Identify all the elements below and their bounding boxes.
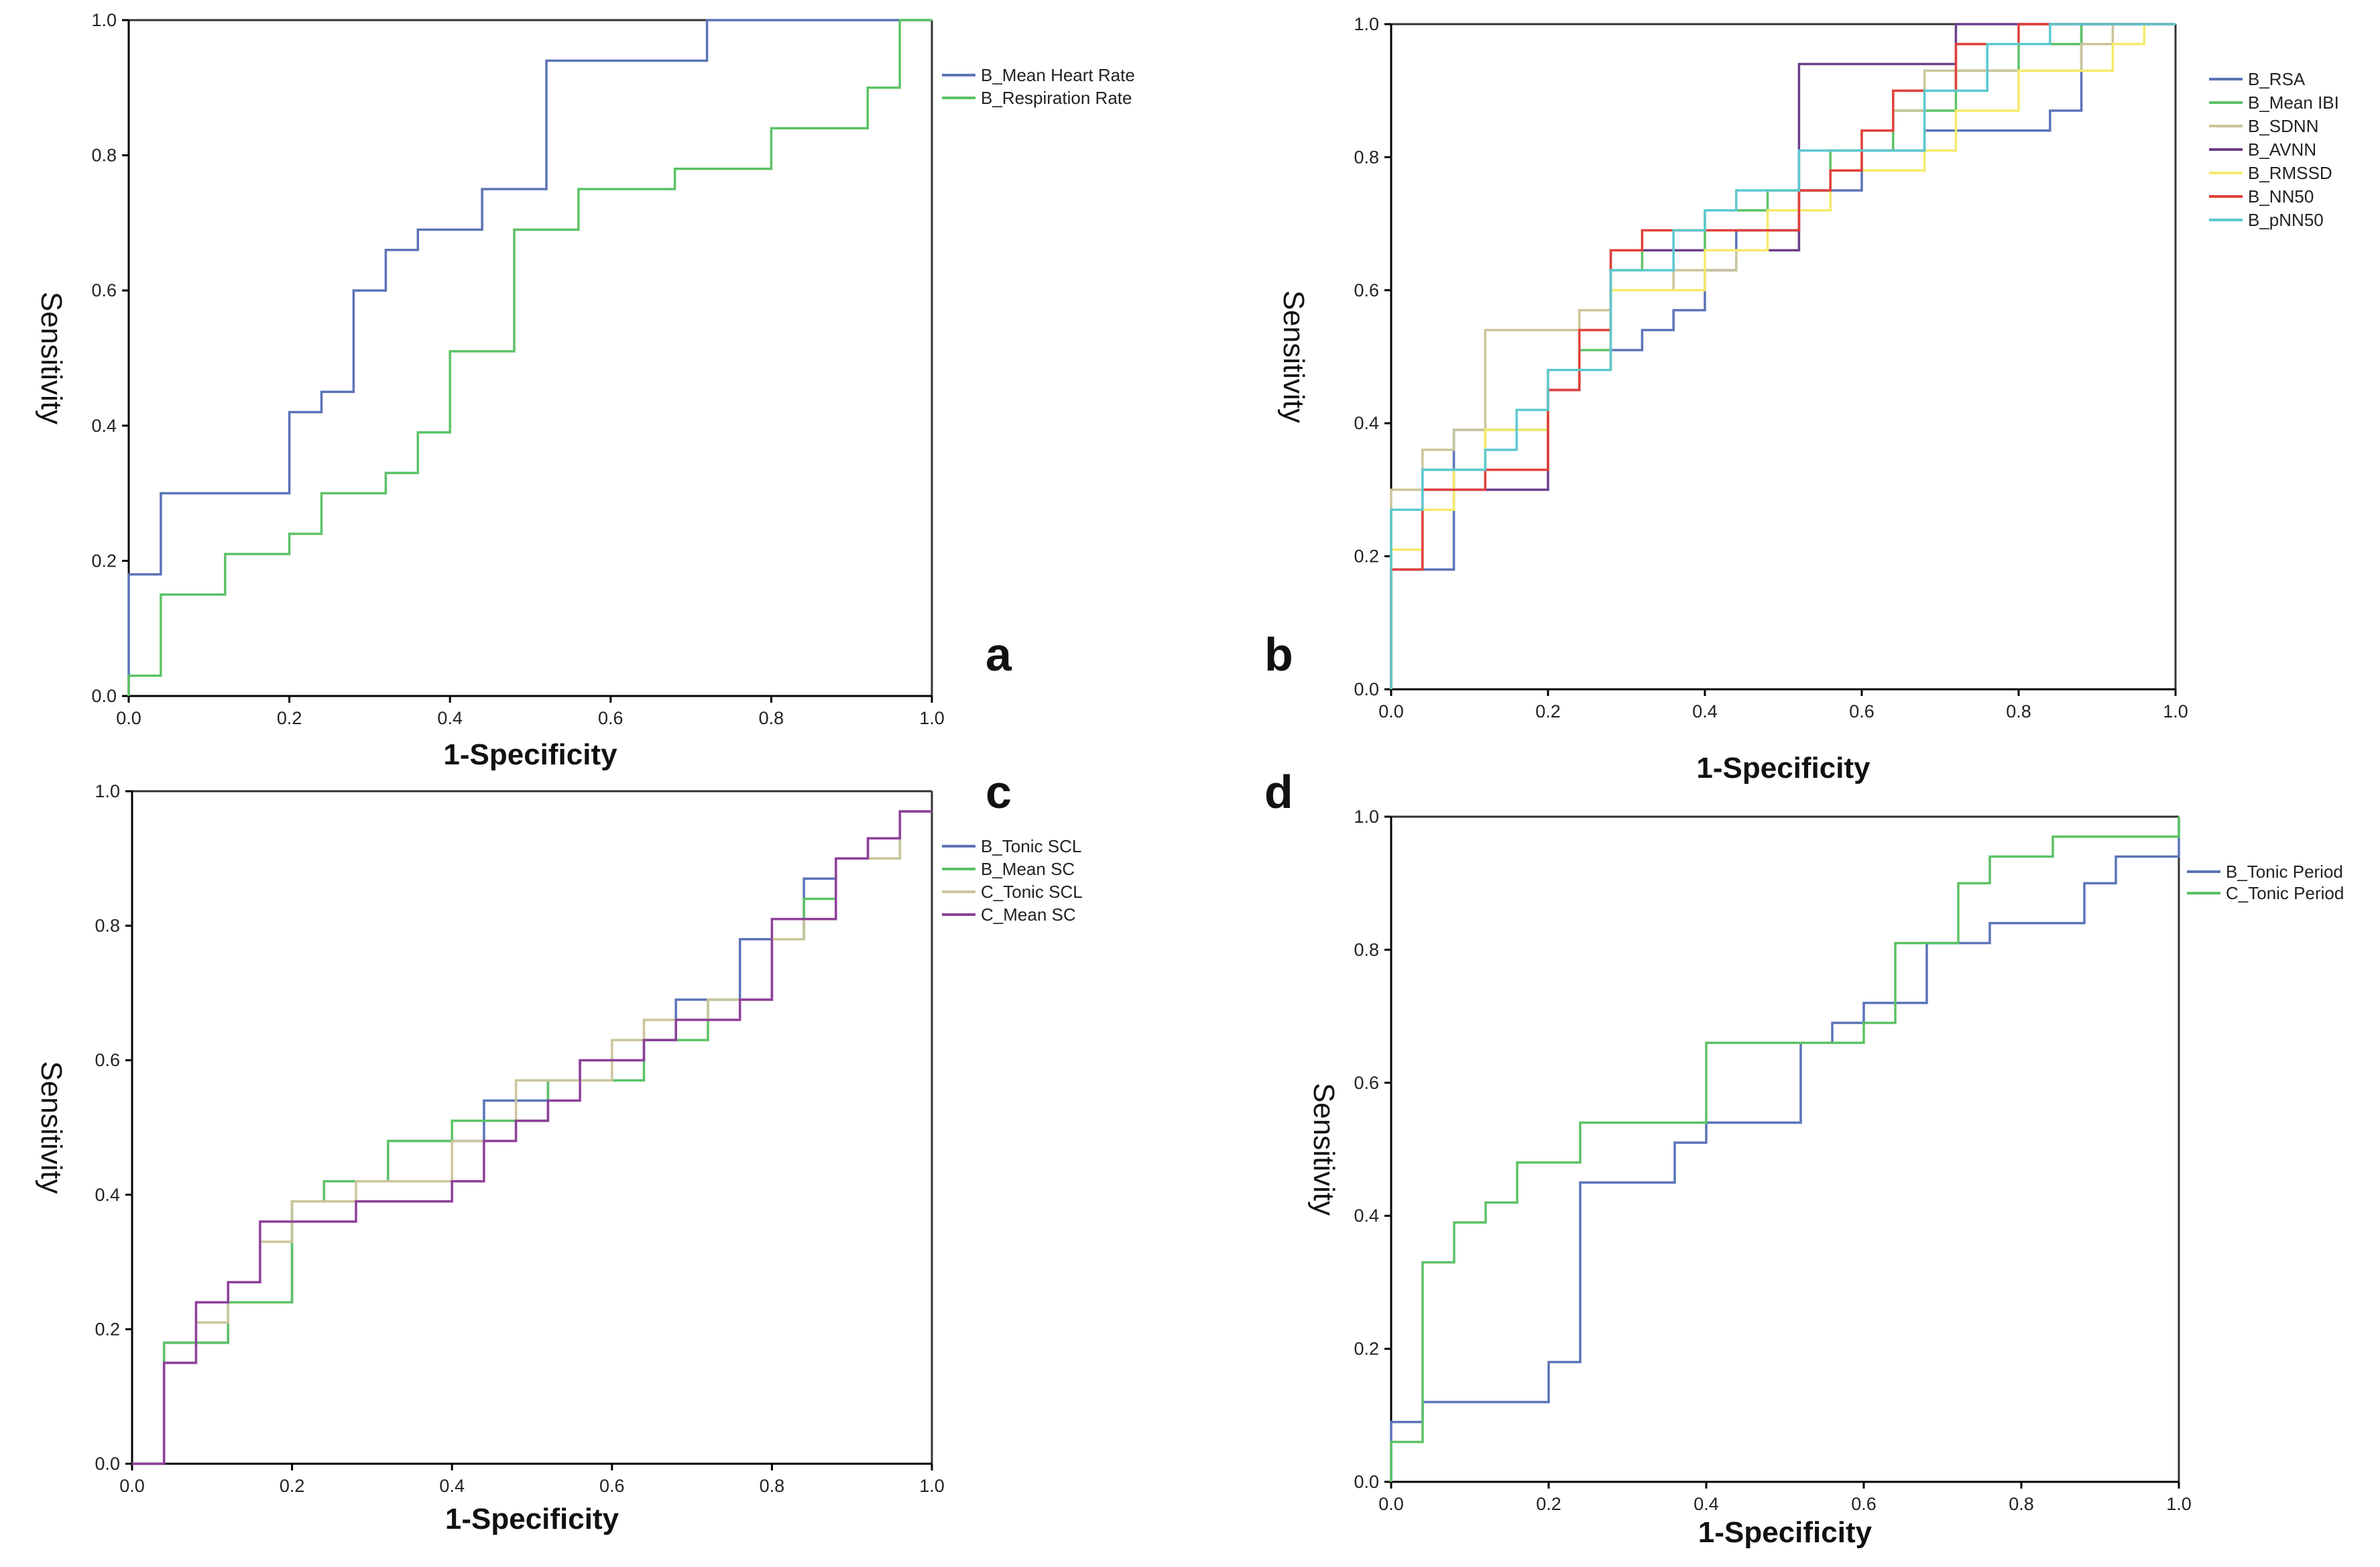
x-tick-label: 0.8 [2009, 1494, 2034, 1514]
y-tick-label: 0.2 [91, 550, 117, 571]
panel-a: 0.0 0.2 0.4 0.6 0.8 1.0 0.0 0.2 0.4 0.6 0.8 1.0 1-Sp… [35, 10, 1135, 771]
panel-letter: a [986, 628, 1012, 681]
roc-curve-c-tonic-period [1390, 817, 2180, 1482]
roc-curve-b-rmssd [1390, 23, 2176, 689]
y-tick-label: 0.6 [1354, 280, 1379, 300]
y-tick-label: 0.8 [1354, 147, 1379, 167]
panel-letter: d [1264, 766, 1293, 818]
panel-d: 0.0 0.2 0.4 0.6 0.8 1.0 0.0 0.2 0.4 0.6 0.8 1.0 1-Sp… [1264, 766, 2344, 1549]
y-axis-title: Sensitivity [35, 1061, 68, 1194]
legend-label: B_RMSSD [2248, 163, 2332, 183]
y-tick-label: 0.0 [1354, 1472, 1379, 1492]
y-tick-label: 0.2 [1354, 1339, 1379, 1359]
x-tick-label: 0.0 [116, 708, 141, 728]
y-tick-label: 0.0 [1354, 679, 1379, 699]
x-tick-label: 0.2 [1536, 1494, 1561, 1514]
legend-label: B_Mean IBI [2248, 93, 2339, 113]
y-tick-label: 0.4 [1354, 1206, 1379, 1226]
x-axis-title: 1-Specificity [443, 738, 617, 771]
legend-label: B_SDNN [2248, 116, 2318, 136]
y-tick-label: 0.0 [91, 686, 117, 706]
roc-curve-b-mean-heart-rate [127, 19, 932, 696]
x-tick-label: 0.0 [1378, 701, 1404, 721]
x-tick-label: 1.0 [2166, 1494, 2192, 1514]
x-tick-label: 0.6 [598, 708, 623, 728]
legend-label: B_Tonic SCL [981, 836, 1081, 856]
x-tick-label: 0.6 [599, 1476, 625, 1496]
x-tick-label: 0.0 [1378, 1494, 1404, 1514]
x-tick-label: 0.8 [760, 1476, 785, 1496]
x-tick-label: 0.2 [280, 1476, 305, 1496]
y-tick-label: 0.6 [95, 1050, 120, 1070]
y-tick-label: 0.2 [95, 1319, 120, 1339]
x-axis-title: 1-Specificity [1698, 1516, 1872, 1549]
x-axis-title: 1-Specificity [1696, 752, 1870, 785]
x-tick-label: 1.0 [919, 1476, 945, 1496]
y-tick-label: 0.2 [1354, 546, 1379, 567]
legend-label: B_RSA [2248, 69, 2306, 89]
y-tick-label: 0.6 [91, 280, 117, 300]
y-tick-label: 1.0 [1354, 807, 1379, 827]
x-tick-label: 0.4 [1693, 1494, 1719, 1514]
y-tick-label: 1.0 [1354, 14, 1379, 34]
legend-label: C_Mean SC [981, 905, 1076, 925]
y-tick-label: 0.8 [91, 146, 117, 166]
y-tick-label: 1.0 [95, 781, 120, 801]
y-tick-label: 0.8 [1354, 939, 1379, 960]
legend-label: B_NN50 [2248, 186, 2314, 207]
y-tick-label: 0.4 [95, 1185, 120, 1205]
y-axis-title: Sensitivity [1307, 1083, 1340, 1216]
x-tick-label: 0.6 [1849, 701, 1875, 721]
x-tick-label: 0.6 [1851, 1494, 1877, 1514]
y-tick-label: 1.0 [91, 10, 117, 30]
panel-letter: b [1264, 628, 1293, 681]
y-tick-label: 0.0 [95, 1454, 120, 1474]
legend-label: B_AVNN [2248, 139, 2316, 160]
panel-c: 0.0 0.2 0.4 0.6 0.8 1.0 0.0 0.2 0.4 0.6 0.8 1.0 1-Sp… [35, 766, 1083, 1535]
x-tick-label: 0.4 [1692, 701, 1718, 721]
y-axis-title: Sensitivity [35, 292, 68, 424]
panel-b: 0.0 0.2 0.4 0.6 0.8 1.0 0.0 0.2 0.4 0.6 0.8 1.0 1-Sp… [1264, 14, 2339, 785]
y-tick-label: 0.4 [1354, 413, 1379, 433]
x-tick-label: 0.2 [277, 708, 302, 728]
x-tick-label: 1.0 [919, 708, 945, 728]
x-tick-label: 0.2 [1535, 701, 1561, 721]
roc-curve-b-pnn50 [1390, 23, 2176, 689]
legend-label: C_Tonic Period [2226, 883, 2344, 903]
y-tick-label: 0.4 [91, 416, 117, 436]
legend-label: C_Tonic SCL [981, 882, 1083, 902]
y-axis-title: Sensitivity [1277, 290, 1310, 423]
panel-letter: c [986, 766, 1012, 818]
roc-curve-b-respiration-rate [127, 19, 932, 696]
y-tick-label: 0.6 [1354, 1073, 1379, 1093]
legend-label: B_Mean SC [981, 859, 1075, 879]
x-tick-label: 0.0 [119, 1476, 145, 1496]
roc-curve-c-tonic-scl [132, 810, 932, 1465]
x-tick-label: 0.8 [2006, 701, 2031, 721]
x-tick-label: 0.8 [759, 708, 784, 728]
y-tick-label: 0.8 [95, 916, 120, 936]
legend-label: B_pNN50 [2248, 210, 2324, 230]
legend-label: B_Respiration Rate [981, 88, 1132, 108]
legend-label: B_Mean Heart Rate [981, 65, 1135, 85]
x-tick-label: 1.0 [2163, 701, 2188, 721]
x-tick-label: 0.4 [437, 708, 463, 728]
x-tick-label: 0.4 [439, 1476, 465, 1496]
legend-label: B_Tonic Period [2226, 862, 2343, 882]
roc-curve-c-mean-sc [132, 810, 932, 1465]
x-axis-title: 1-Specificity [445, 1503, 619, 1535]
